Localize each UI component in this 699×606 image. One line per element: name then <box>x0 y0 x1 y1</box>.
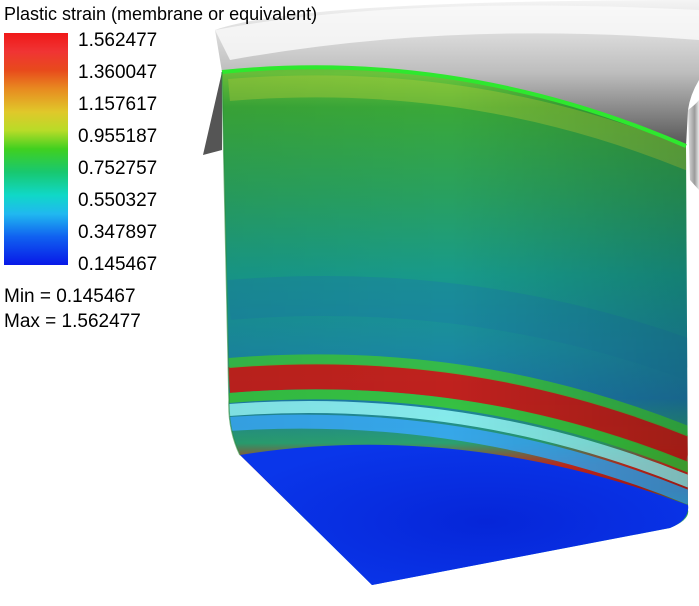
legend-tick: 1.360047 <box>78 62 158 83</box>
legend-title: Plastic strain (membrane or equivalent) <box>4 4 318 24</box>
die-surface <box>203 0 699 190</box>
part-bottom <box>240 444 689 585</box>
legend-tick: 0.145467 <box>78 254 158 275</box>
legend-max: Max = 1.562477 <box>4 311 141 332</box>
legend-colorbar <box>4 33 68 265</box>
legend-tick: 1.157617 <box>78 94 158 115</box>
legend-tick: 0.550327 <box>78 190 158 211</box>
legend-tick: 0.955187 <box>78 126 158 147</box>
legend-min: Min = 0.145467 <box>4 286 136 307</box>
legend-tick: 0.752757 <box>78 158 158 179</box>
part-wall <box>222 67 689 585</box>
legend-tick: 0.347897 <box>78 222 158 243</box>
part-edge <box>221 65 687 148</box>
legend-tick: 1.562477 <box>78 30 158 51</box>
